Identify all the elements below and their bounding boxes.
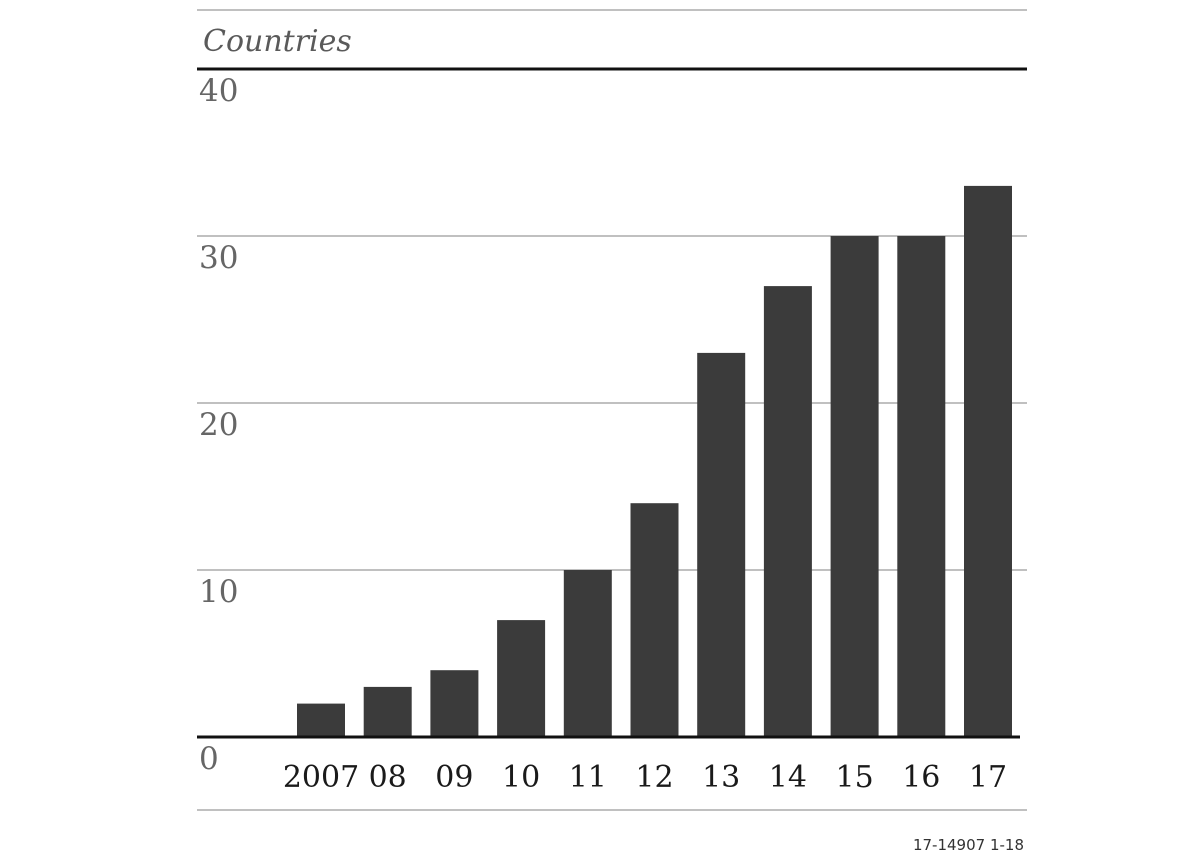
bars — [297, 185, 1012, 737]
x-tick-label: 10 — [502, 760, 540, 795]
y-axis-ticks: 0 10 20 30 40 — [199, 73, 238, 777]
y-tick-label: 20 — [199, 407, 238, 443]
bar-2007 — [297, 703, 345, 737]
x-tick-label: 09 — [435, 760, 473, 795]
x-tick-label: 08 — [369, 760, 407, 795]
gridlines — [197, 235, 1027, 571]
x-tick-label: 2007 — [283, 760, 359, 795]
bar-16 — [897, 236, 946, 737]
bar-12 — [630, 503, 679, 737]
y-tick-label: 40 — [199, 73, 238, 109]
bar-17 — [964, 185, 1012, 737]
bar-09 — [430, 670, 479, 737]
x-tick-label: 14 — [769, 760, 807, 795]
bar-10 — [497, 620, 546, 737]
bar-11 — [563, 570, 612, 737]
x-tick-label: 17 — [969, 760, 1007, 795]
y-tick-label: 10 — [199, 574, 238, 610]
bar-15 — [830, 236, 879, 737]
bar-08 — [363, 686, 412, 737]
y-unit-label: Countries — [203, 24, 352, 59]
y-tick-label: 0 — [199, 741, 219, 777]
x-tick-label: 16 — [902, 760, 940, 795]
y-tick-label: 30 — [199, 240, 238, 276]
source-note: 17-14907 1-18 — [913, 836, 1024, 854]
bar-14 — [763, 286, 812, 737]
x-tick-label: 11 — [569, 760, 607, 795]
x-tick-label: 15 — [836, 760, 874, 795]
bar-13 — [697, 352, 746, 737]
x-tick-label: 13 — [702, 760, 740, 795]
x-tick-label: 12 — [635, 760, 673, 795]
x-axis-ticks: 2007 08 09 10 11 12 13 14 15 16 17 — [283, 760, 1007, 795]
